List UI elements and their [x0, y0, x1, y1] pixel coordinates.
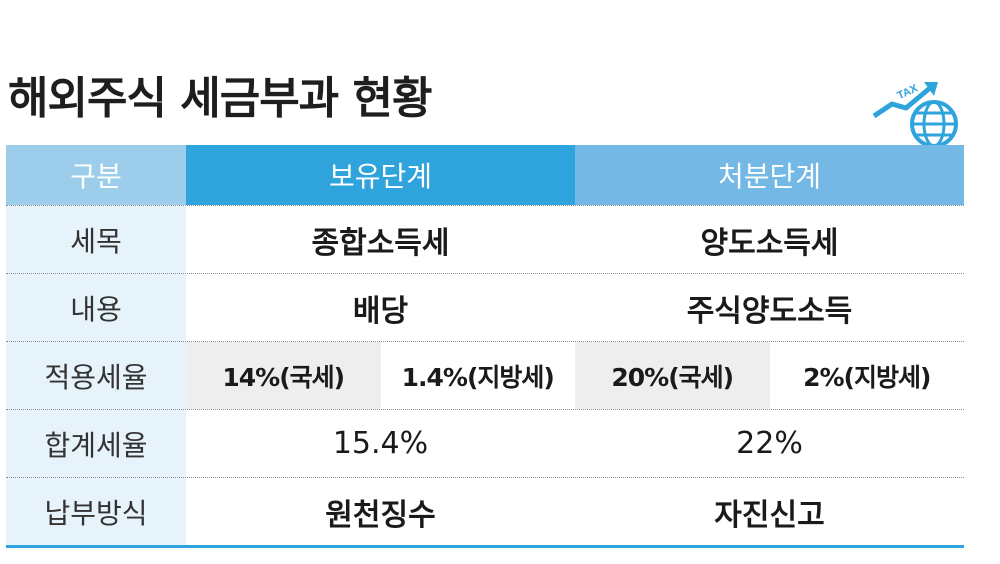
disposal-rates: 20%(국세) 2%(지방세)	[575, 342, 964, 409]
tax-table: 구분 보유단계 처분단계 세목 종합소득세 양도소득세 내용 배당 주식양도소득…	[6, 145, 964, 548]
disposal-national-rate: 20%(국세)	[575, 342, 770, 409]
table-row-payment-method: 납부방식 원천징수 자진신고	[6, 477, 964, 545]
disposal-content: 주식양도소득	[686, 293, 853, 329]
holding-local-rate: 1.4%(지방세)	[380, 342, 575, 409]
table-header-row: 구분 보유단계 처분단계	[6, 145, 964, 205]
header-category: 구분	[6, 145, 186, 205]
row-label: 세목	[6, 206, 186, 273]
header-holding-stage: 보유단계	[186, 145, 575, 205]
table-row-content: 내용 배당 주식양도소득	[6, 273, 964, 341]
row-label: 납부방식	[6, 478, 186, 545]
row-label: 합계세율	[6, 410, 186, 477]
tax-globe-icon: TAX	[872, 82, 958, 148]
holding-national-rate: 14%(국세)	[186, 342, 381, 409]
disposal-local-rate: 2%(지방세)	[769, 342, 964, 409]
table-row-applied-rate: 적용세율 14%(국세) 1.4%(지방세) 20%(국세) 2%(지방세)	[6, 341, 964, 409]
holding-tax-item: 종합소득세	[311, 225, 450, 261]
holding-payment-method: 원천징수	[325, 497, 436, 533]
row-label: 내용	[6, 274, 186, 341]
table-row-tax-item: 세목 종합소득세 양도소득세	[6, 205, 964, 273]
disposal-tax-item: 양도소득세	[700, 225, 839, 261]
row-label: 적용세율	[6, 342, 186, 409]
holding-content: 배당	[352, 293, 409, 329]
holding-total-rate: 15.4%	[332, 426, 429, 461]
header-disposal-stage: 처분단계	[575, 145, 964, 205]
page-title: 해외주식 세금부과 현황	[8, 73, 432, 124]
holding-rates: 14%(국세) 1.4%(지방세)	[186, 342, 575, 409]
table-row-total-rate: 합계세율 15.4% 22%	[6, 409, 964, 477]
disposal-total-rate: 22%	[736, 426, 803, 461]
disposal-payment-method: 자진신고	[714, 497, 825, 533]
